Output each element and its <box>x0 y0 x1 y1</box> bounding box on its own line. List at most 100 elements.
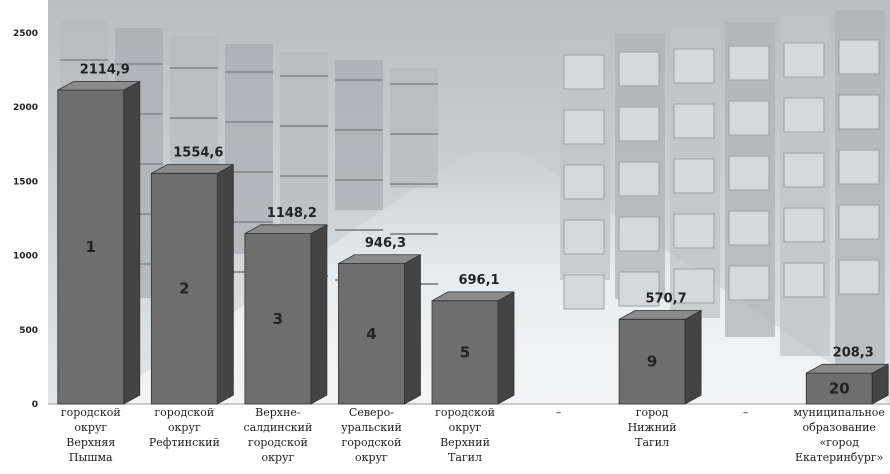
value-label: 570,7 <box>646 292 687 307</box>
box <box>673 158 715 194</box>
category-label-line: округ <box>449 421 482 434</box>
bar: 2114,9 1 <box>57 62 141 405</box>
rank-label: 3 <box>273 310 283 328</box>
category-labels: городской округ Верхняя Пышма городской округ… <box>61 406 885 464</box>
box <box>783 152 825 188</box>
box <box>563 109 605 145</box>
box <box>618 216 660 252</box>
box <box>673 103 715 139</box>
bar-front <box>150 172 218 405</box>
bar-top <box>244 224 328 235</box>
category-label-line: уральский <box>341 421 402 434</box>
category-label-line: Рефтинский <box>149 436 220 449</box>
box <box>563 274 605 310</box>
rank-label: 2 <box>179 280 189 298</box>
category-label: – <box>743 406 749 419</box>
category-label-line: образование <box>803 421 876 434</box>
y-tick-label: 0 <box>32 400 38 410</box>
category-label-line: Пышма <box>69 451 113 464</box>
box <box>728 210 770 246</box>
category-label-line: округ <box>355 451 388 464</box>
bar-top <box>806 363 889 374</box>
box <box>728 45 770 81</box>
rank-label: 20 <box>829 380 850 398</box>
box <box>563 54 605 90</box>
box <box>728 100 770 136</box>
value-label: 946,3 <box>365 236 406 251</box>
category-label-line: Верхне- <box>255 406 301 419</box>
value-label: 1554,6 <box>173 145 223 160</box>
box <box>618 271 660 307</box>
bar-side <box>310 224 328 405</box>
category-label-line: муниципальное <box>794 406 885 419</box>
y-tick-label: 1500 <box>13 177 38 187</box>
value-label: 696,1 <box>458 273 499 288</box>
bar-side <box>404 254 421 405</box>
category-label-line: Нижний <box>628 421 677 434</box>
box <box>673 48 715 84</box>
box <box>783 207 825 243</box>
shelf-block <box>390 68 438 188</box>
value-label: 1148,2 <box>267 206 317 221</box>
shelf-block <box>335 60 383 210</box>
box <box>673 213 715 249</box>
box <box>618 51 660 87</box>
bar: 1148,2 3 <box>244 206 328 405</box>
category-label: муниципальное образование «город Екатеринбу… <box>794 406 885 464</box>
box <box>728 155 770 191</box>
category-label-line: город <box>636 406 669 419</box>
category-label-line: городской <box>435 406 495 419</box>
category-label-line: Верхняя <box>66 436 115 449</box>
category-label-line: городской <box>342 436 402 449</box>
box <box>673 268 715 304</box>
bar: 208,3 20 <box>805 345 889 405</box>
box <box>783 42 825 78</box>
bar-top <box>431 291 515 302</box>
bar-top <box>57 80 140 91</box>
y-tick-label: 2500 <box>13 29 38 39</box>
category-label-line: округ <box>74 421 107 434</box>
box <box>783 97 825 133</box>
bar: 570,79 <box>618 292 702 405</box>
category-label: городской округ Верхний Тагил <box>435 406 495 464</box>
category-label: Северо-уральский городской округ <box>341 406 402 464</box>
box <box>838 39 880 75</box>
bar-side <box>123 80 141 405</box>
bar-top <box>151 164 234 174</box>
category-label-line: городской <box>248 436 308 449</box>
y-tick-label: 1000 <box>13 252 38 262</box>
bar: 1554,6 2 <box>150 145 234 405</box>
bar-front <box>805 372 873 405</box>
bar-side <box>497 291 515 405</box>
box <box>783 262 825 298</box>
y-tick-label: 500 <box>19 326 38 336</box>
category-label: город Нижний Тагил <box>628 406 677 449</box>
box <box>838 94 880 130</box>
category-label-line: – <box>556 406 562 419</box>
box <box>838 259 880 295</box>
box <box>618 161 660 197</box>
bar: 696,15 <box>431 273 515 405</box>
bar-side <box>216 163 234 405</box>
category-label-line: Тагил <box>635 436 669 449</box>
category-label: – <box>556 406 562 419</box>
bar-side <box>684 309 702 405</box>
category-label-line: салдинский <box>243 421 312 434</box>
category-label: Верхне-салдинский городской округ <box>243 406 312 464</box>
value-label: 2114,9 <box>80 62 130 77</box>
box <box>618 106 660 142</box>
category-label-line: городской <box>154 406 214 419</box>
category-label-line: округ <box>261 451 294 464</box>
box <box>838 204 880 240</box>
bar-front <box>244 233 312 405</box>
value-label: 208,3 <box>833 345 874 360</box>
box <box>563 164 605 200</box>
category-label-line: Верхний <box>440 436 490 449</box>
category-label-line: «город <box>819 436 859 449</box>
category-label: городской округ Верхняя Пышма <box>61 406 121 464</box>
rank-label: 9 <box>647 353 657 371</box>
bar-top <box>618 310 702 320</box>
bar-front <box>431 300 499 405</box>
